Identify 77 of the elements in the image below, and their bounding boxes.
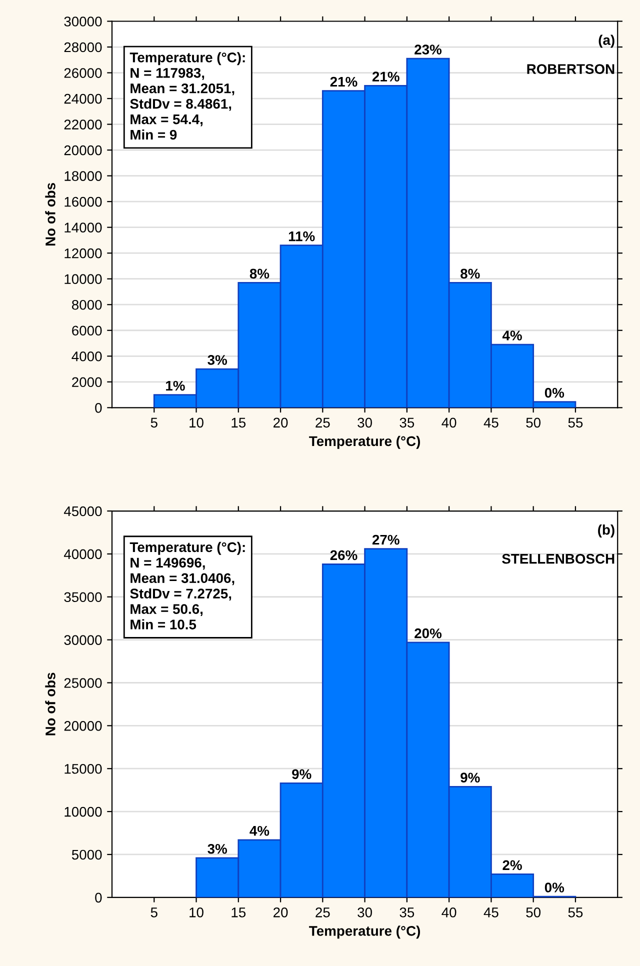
x-tick-label: 50 — [526, 908, 541, 918]
x-tick-label: 45 — [484, 908, 498, 918]
annotation: 9% — [460, 772, 480, 783]
y-tick-label: 14000 — [64, 222, 102, 232]
x-tick-label: 15 — [232, 908, 246, 918]
annotation: 23% — [414, 44, 442, 54]
y-tick-label: 6000 — [72, 326, 102, 336]
y-tick-label: 4000 — [72, 351, 102, 362]
y-tick-label: 5000 — [72, 850, 102, 860]
y-tick-label: 15000 — [64, 764, 102, 774]
x-tick-label: 30 — [358, 908, 372, 918]
annotation: 9% — [292, 769, 312, 780]
annotation: 4% — [250, 826, 270, 836]
x-tick-label: 30 — [358, 418, 372, 428]
x-tick-label: 55 — [568, 418, 583, 428]
annotation: 27% — [372, 534, 400, 545]
x-tick-label: 20 — [274, 418, 288, 428]
y-tick-label: 2000 — [72, 377, 102, 388]
x-tick-label: 40 — [442, 418, 456, 428]
annotation: 1% — [166, 380, 185, 391]
y-tick-label: 45000 — [64, 506, 102, 516]
annotation: (b) — [598, 524, 614, 538]
annotation: (a) — [598, 34, 614, 48]
x-tick-label: 25 — [316, 908, 330, 918]
x-tick-label: 25 — [316, 418, 330, 428]
x-tick-label: 40 — [442, 908, 456, 918]
annotation: 21% — [372, 72, 400, 82]
y-tick-label: 20000 — [64, 721, 102, 731]
annotation: 21% — [330, 76, 358, 87]
annotation: 11% — [288, 231, 315, 242]
annotation: Temperature (°C): N = 149696, Mean = 31.0406, StdDv = 7.2725, Max = 50.6, Min = 10.5 — [130, 542, 245, 630]
x-tick-label: 5 — [150, 418, 158, 428]
y-tick-label: 30000 — [64, 16, 102, 26]
annotation: 2% — [502, 860, 522, 870]
annotation: 3% — [208, 844, 228, 854]
annotation: 4% — [502, 330, 522, 340]
annotation: 0% — [544, 882, 564, 892]
annotation: 0% — [544, 388, 564, 398]
x-tick-label: 5 — [150, 908, 158, 918]
annotation: 8% — [250, 268, 270, 279]
y-tick-label: 10000 — [64, 806, 102, 817]
x-axis-title: Temperature (°C) — [309, 436, 420, 449]
x-tick-label: 55 — [568, 908, 583, 918]
x-tick-label: 15 — [232, 418, 246, 428]
x-tick-label: 10 — [190, 418, 204, 428]
y-tick-label: 24000 — [64, 94, 102, 104]
x-tick-label: 35 — [400, 908, 414, 918]
y-tick-label: 16000 — [64, 196, 102, 207]
x-tick-label: 45 — [484, 418, 498, 428]
x-tick-label: 20 — [274, 908, 288, 918]
y-tick-label: 0 — [95, 402, 102, 413]
y-tick-label: 0 — [95, 892, 102, 903]
annotation: STELLENBOSCH — [502, 554, 614, 564]
x-tick-label: 50 — [526, 418, 541, 428]
x-axis-title: Temperature (°C) — [309, 926, 420, 939]
y-tick-label: 28000 — [64, 42, 102, 52]
y-axis-title: No of obs — [45, 672, 56, 736]
y-axis-title: No of obs — [45, 183, 56, 246]
y-tick-label: 26000 — [64, 68, 102, 78]
y-tick-label: 8000 — [72, 300, 102, 310]
annotation: ROBERTSON — [527, 64, 614, 74]
y-tick-label: 30000 — [64, 635, 102, 645]
y-tick-label: 40000 — [64, 549, 102, 560]
y-tick-label: 18000 — [64, 171, 102, 181]
annotation: 3% — [208, 355, 228, 365]
x-tick-label: 35 — [400, 418, 414, 428]
y-tick-label: 22000 — [64, 120, 102, 130]
y-tick-label: 10000 — [64, 274, 102, 284]
y-tick-label: 20000 — [64, 145, 102, 156]
y-tick-label: 12000 — [64, 248, 102, 258]
x-tick-label: 10 — [190, 908, 204, 918]
y-tick-label: 25000 — [64, 678, 102, 688]
y-tick-label: 35000 — [64, 592, 102, 602]
annotation: Temperature (°C): N = 117983, Mean = 31.2051, StdDv = 8.4861, Max = 54.4, Min = 9 — [130, 52, 245, 140]
annotation: 26% — [330, 550, 358, 560]
annotation: 8% — [460, 268, 480, 279]
annotation: 20% — [414, 628, 442, 638]
